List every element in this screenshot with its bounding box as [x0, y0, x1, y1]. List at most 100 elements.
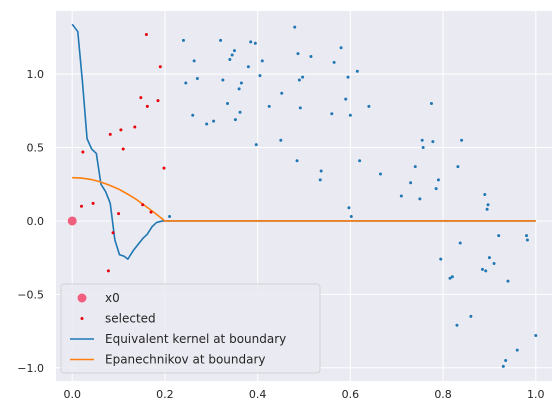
scatter-point [212, 119, 216, 123]
x-tick-label: 0.8 [434, 388, 452, 401]
scatter-point [309, 55, 313, 59]
scatter-point [469, 314, 473, 318]
scatter-point [484, 269, 488, 273]
scatter-point [106, 269, 110, 273]
scatter-point [253, 41, 257, 45]
x-tick-label: 0.4 [249, 388, 267, 401]
scatter-point [485, 207, 489, 211]
scatter-point [117, 212, 121, 216]
scatter-point [483, 193, 487, 197]
legend-label: x0 [105, 291, 120, 305]
scatter-point [501, 364, 505, 368]
scatter-point [79, 204, 83, 208]
x-tick-label: 0.2 [156, 388, 174, 401]
scatter-point [301, 75, 305, 79]
x-tick-label: 0.0 [63, 388, 81, 401]
scatter-point [191, 113, 195, 117]
x-tick-label: 1.0 [527, 388, 545, 401]
scatter-point [192, 59, 196, 63]
scatter-point [91, 201, 95, 205]
scatter-point [267, 104, 271, 108]
scatter-point [293, 25, 297, 29]
scatter-point [348, 113, 352, 117]
scatter-point [460, 138, 464, 142]
scatter-point [119, 128, 123, 132]
scatter-point [434, 187, 438, 191]
scatter-point [158, 65, 162, 69]
scatter-point [506, 279, 510, 283]
scatter-point [296, 52, 300, 56]
scatter-point [367, 104, 371, 108]
scatter-point [486, 203, 490, 207]
scatter-point [205, 122, 209, 126]
scatter-point [249, 40, 253, 44]
scatter-point [413, 165, 417, 169]
scatter-point [455, 323, 459, 327]
scatter-point [297, 78, 301, 82]
scatter-point [492, 262, 496, 266]
scatter-point [480, 267, 484, 271]
scatter-point [233, 118, 237, 122]
scatter-point [339, 46, 343, 50]
scatter-point [133, 125, 137, 129]
scatter-point [184, 81, 188, 85]
series-points [67, 25, 538, 368]
scatter-point [195, 77, 199, 81]
scatter-point [409, 181, 413, 185]
scatter-point [358, 159, 362, 163]
scatter-point [145, 104, 149, 108]
scatter-point [156, 99, 160, 103]
scatter-point [228, 57, 232, 61]
scatter-point [420, 138, 424, 142]
scatter-point [436, 178, 440, 182]
scatter-point [429, 102, 433, 105]
scatter-point [355, 69, 359, 73]
scatter-point [525, 238, 529, 242]
series-line [72, 176, 536, 222]
scatter-point [448, 276, 452, 280]
scatter-point [254, 143, 258, 147]
scatter-point [504, 358, 508, 362]
scatter-point [349, 215, 353, 219]
scatter-point [487, 256, 491, 260]
scatter-point [515, 348, 519, 352]
scatter-point [141, 203, 145, 207]
scatter-point [239, 81, 243, 85]
scatter-point [260, 59, 264, 63]
scatter-point [221, 78, 225, 82]
scatter-point [181, 38, 185, 42]
scatter-point [144, 32, 148, 36]
scatter-point [280, 91, 284, 95]
scatter-point [439, 257, 443, 261]
scatter-point [149, 210, 153, 214]
scatter-point [378, 172, 382, 176]
scatter-point [168, 215, 172, 219]
scatter-point [399, 194, 403, 198]
scatter-point [497, 234, 501, 238]
x-tick-label: 0.6 [342, 388, 360, 401]
series-line [71, 23, 536, 260]
x0-point [67, 216, 77, 226]
scatter-point [458, 241, 462, 245]
legend-box [60, 283, 321, 374]
y-tick-label: 0.5 [27, 142, 45, 155]
scatter-point [346, 75, 350, 79]
scatter-point [418, 197, 422, 201]
scatter-point [525, 234, 529, 238]
scatter-point [421, 146, 425, 150]
legend-swatch-marker [77, 293, 87, 303]
x-tick-labels: 0.0 0.2 0.4 0.6 0.8 1.0 [63, 388, 544, 401]
scatter-point [237, 87, 241, 91]
scatter-point [295, 159, 299, 163]
scatter-point [219, 38, 223, 42]
y-tick-label: −0.5 [17, 288, 44, 301]
scatter-point [111, 231, 115, 235]
y-tick-label: 0.0 [27, 215, 45, 228]
legend-label: Epanechnikov at boundary [105, 353, 266, 367]
y-tick-label: −1.0 [17, 362, 44, 375]
scatter-point [318, 178, 322, 182]
scatter-point [431, 140, 435, 144]
y-tick-labels: −1.0 −0.5 0.0 0.5 1.0 [17, 68, 44, 375]
scatter-point [81, 150, 85, 154]
